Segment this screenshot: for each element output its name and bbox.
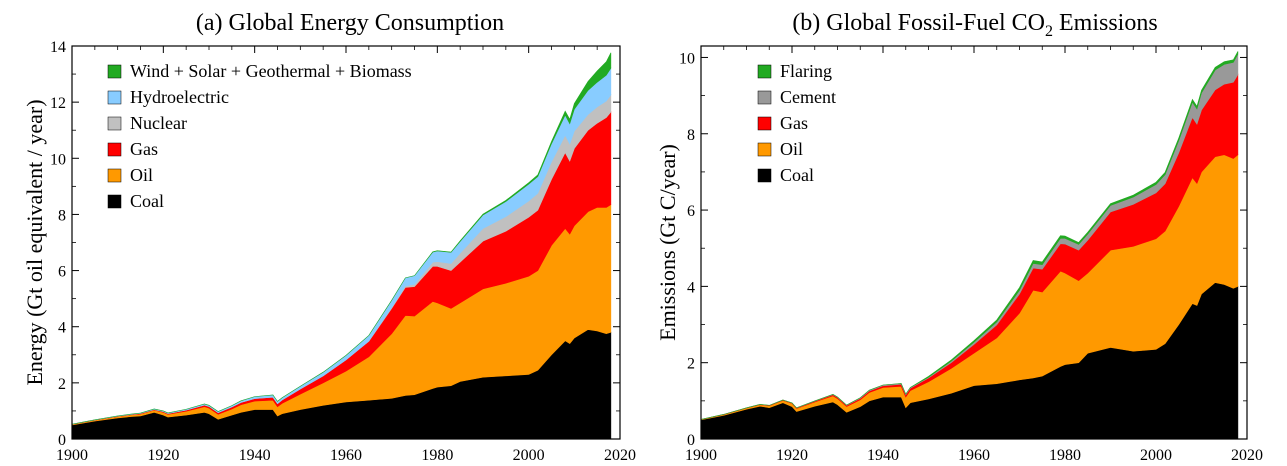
chart-title: (a) Global Energy Consumption bbox=[196, 10, 504, 36]
legend-label: Hydroelectric bbox=[130, 87, 229, 107]
x-tick-label: 1900 bbox=[685, 447, 717, 464]
x-tick-label: 2020 bbox=[1231, 447, 1263, 464]
x-tick-label: 1960 bbox=[330, 447, 362, 464]
y-tick-label: 2 bbox=[687, 356, 695, 373]
x-tick-label: 2020 bbox=[604, 447, 636, 464]
y-tick-label: 0 bbox=[687, 432, 695, 449]
legend-swatch bbox=[758, 169, 771, 182]
legend-label: Coal bbox=[780, 165, 814, 185]
energy-consumption-svg: (a) Global Energy Consumption Energy (Gt … bbox=[0, 0, 645, 466]
x-tick-label: 1920 bbox=[776, 447, 808, 464]
legend-label: Coal bbox=[130, 191, 164, 211]
x-tick-label: 1900 bbox=[56, 447, 88, 464]
legend: Wind + Solar + Geothermal + Biomass Hydro… bbox=[108, 61, 412, 211]
chart-title: (b) Global Fossil-Fuel CO2 Emissions bbox=[792, 10, 1157, 40]
legend-label: Flaring bbox=[780, 61, 832, 81]
legend: Flaring Cement Gas Oil Coal bbox=[758, 61, 836, 185]
y-tick-label: 12 bbox=[50, 95, 66, 112]
legend-swatch bbox=[108, 143, 121, 156]
x-tick-label: 1980 bbox=[1049, 447, 1081, 464]
legend-label: Gas bbox=[130, 139, 158, 159]
legend-label: Gas bbox=[780, 113, 808, 133]
chart-title-subscript: 2 bbox=[1045, 23, 1053, 40]
co2-emissions-svg: (b) Global Fossil-Fuel CO2 EmissionsEmis… bbox=[645, 0, 1287, 466]
x-tick-label: 2000 bbox=[513, 447, 545, 464]
x-tick-label: 2000 bbox=[1140, 447, 1172, 464]
legend-swatch bbox=[108, 169, 121, 182]
y-tick-label: 14 bbox=[50, 39, 66, 56]
legend-swatch bbox=[108, 117, 121, 130]
chart-title-suffix: Emissions bbox=[1053, 10, 1158, 36]
x-tick-label: 1940 bbox=[867, 447, 899, 464]
legend-label: Wind + Solar + Geothermal + Biomass bbox=[130, 61, 412, 81]
y-axis-label: Energy (Gt oil equivalent / year) bbox=[22, 99, 47, 385]
y-tick-label: 4 bbox=[58, 320, 66, 337]
x-tick-label: 1920 bbox=[147, 447, 179, 464]
y-tick-label: 6 bbox=[58, 264, 66, 281]
legend-label: Nuclear bbox=[130, 113, 187, 133]
legend-swatch bbox=[758, 143, 771, 156]
x-tick-label: 1960 bbox=[958, 447, 990, 464]
x-tick-label: 1940 bbox=[239, 447, 271, 464]
legend-swatch bbox=[758, 65, 771, 78]
legend-label: Cement bbox=[780, 87, 836, 107]
y-tick-label: 10 bbox=[679, 50, 695, 67]
legend-swatch bbox=[108, 65, 121, 78]
y-tick-label: 8 bbox=[687, 127, 695, 144]
y-axis-label: Emissions (Gt C/year) bbox=[655, 144, 680, 341]
y-tick-label: 0 bbox=[58, 432, 66, 449]
y-tick-label: 8 bbox=[58, 207, 66, 224]
legend-label: Oil bbox=[130, 165, 153, 185]
y-tick-label: 2 bbox=[58, 376, 66, 393]
legend-swatch bbox=[108, 91, 121, 104]
co2-emissions-chart: (b) Global Fossil-Fuel CO2 Emissions Emis… bbox=[645, 0, 1287, 466]
y-tick-label: 10 bbox=[50, 151, 66, 168]
legend-swatch bbox=[108, 195, 121, 208]
legend-swatch bbox=[758, 91, 771, 104]
legend-label: Oil bbox=[780, 139, 803, 159]
y-tick-label: 6 bbox=[687, 203, 695, 220]
x-tick-label: 1980 bbox=[421, 447, 453, 464]
legend-swatch bbox=[758, 117, 771, 130]
energy-consumption-chart: (a) Global Energy Consumption Energy (Gt … bbox=[0, 0, 645, 466]
y-tick-label: 4 bbox=[687, 279, 695, 296]
